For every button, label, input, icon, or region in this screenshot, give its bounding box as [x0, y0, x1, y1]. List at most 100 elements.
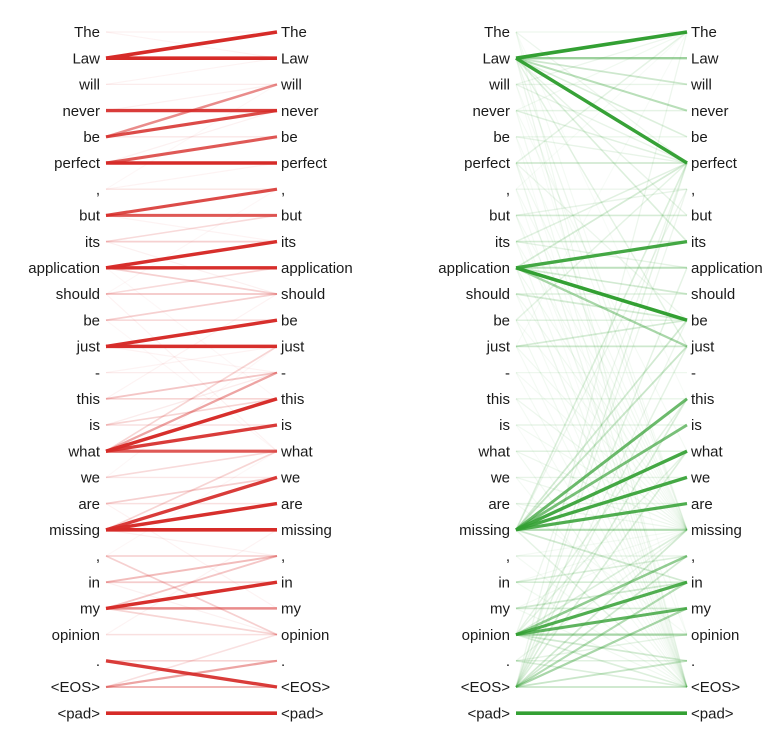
- token-label-left: is: [89, 417, 100, 434]
- token-label-right: will: [280, 77, 302, 94]
- token-label-right: but: [691, 208, 713, 225]
- token-label-right: be: [691, 312, 708, 329]
- attention-edge: [515, 162, 688, 321]
- token-label-left: my: [490, 601, 510, 618]
- token-label-right: just: [690, 339, 715, 356]
- attention-edge: [515, 57, 688, 243]
- attention-edge: [105, 162, 278, 190]
- attention-edge: [515, 30, 688, 60]
- token-label-left: but: [489, 208, 511, 225]
- token-label-left: will: [78, 77, 100, 94]
- attention-edge: [105, 293, 278, 322]
- attention-edge: [515, 450, 688, 636]
- attention-edge: [515, 633, 688, 688]
- token-label-right: <pad>: [281, 705, 324, 722]
- attention-edge: [105, 293, 278, 400]
- token-label-right: opinion: [281, 627, 329, 644]
- token-label-left: but: [79, 208, 101, 225]
- token-label-left: just: [486, 339, 511, 356]
- token-label-left: be: [493, 129, 510, 146]
- token-label-left: in: [498, 574, 510, 591]
- token-label-right: -: [281, 365, 286, 382]
- attention-edge: [515, 372, 688, 531]
- attention-edge: [105, 476, 278, 505]
- attention-edge: [515, 398, 688, 688]
- attention-edge: [515, 84, 688, 531]
- token-label-right: Law: [691, 50, 719, 67]
- attention-edge: [515, 58, 688, 688]
- token-label-left: application: [28, 260, 100, 277]
- attention-edge: [105, 371, 278, 400]
- attention-edge: [515, 529, 688, 557]
- attention-edge: [105, 475, 278, 532]
- attention-edge: [105, 423, 278, 453]
- attention-edge: [515, 239, 688, 270]
- attention-edge: [515, 57, 688, 86]
- attention-edge: [515, 606, 688, 637]
- attention-edge: [105, 659, 278, 689]
- attention-edge: [515, 215, 688, 531]
- attention-edge: [515, 215, 688, 635]
- token-label-left: are: [78, 496, 100, 513]
- token-label-right: are: [691, 496, 713, 513]
- attention-edge: [515, 83, 688, 164]
- attention-edge: [105, 239, 278, 270]
- token-label-left: opinion: [52, 627, 100, 644]
- attention-edge: [105, 371, 278, 453]
- token-label-right: what: [280, 443, 314, 460]
- token-label-left: Law: [72, 50, 100, 67]
- token-label-left: ,: [96, 181, 100, 198]
- attention-edge: [515, 346, 688, 688]
- token-label-right: we: [280, 470, 300, 487]
- attention-edge: [515, 449, 688, 532]
- attention-edge: [515, 162, 688, 688]
- token-label-right: is: [691, 417, 702, 434]
- token-label-right: we: [690, 470, 710, 487]
- attention-edge: [515, 581, 688, 688]
- attention-edge: [105, 371, 278, 426]
- attention-edge: [515, 31, 688, 688]
- token-label-right: what: [690, 443, 724, 460]
- attention-edge: [515, 372, 688, 688]
- attention-edge: [515, 31, 688, 530]
- token-label-right: will: [690, 77, 712, 94]
- token-label-left: my: [80, 601, 100, 618]
- token-label-left: ,: [506, 181, 510, 198]
- token-label-left: just: [76, 339, 101, 356]
- attention-edge: [515, 345, 688, 531]
- token-label-right: in: [281, 574, 293, 591]
- attention-edge: [515, 188, 688, 688]
- token-label-right: The: [691, 24, 717, 41]
- attention-edge: [515, 188, 688, 531]
- token-label-left: Law: [482, 50, 510, 67]
- attention-edge: [515, 293, 688, 322]
- attention-edge: [105, 214, 278, 243]
- token-label-left: never: [472, 103, 510, 120]
- attention-edge: [105, 57, 278, 85]
- attention-edge: [515, 57, 688, 112]
- attention-edge: [105, 345, 278, 452]
- attention-edge: [105, 529, 278, 557]
- token-label-left: in: [88, 574, 100, 591]
- token-label-left: be: [83, 129, 100, 146]
- attention-edge: [515, 31, 688, 164]
- token-label-right: .: [691, 653, 695, 670]
- attention-edge: [105, 555, 278, 584]
- token-label-right: are: [281, 496, 303, 513]
- token-label-right: should: [281, 286, 325, 303]
- token-label-left: -: [505, 365, 510, 382]
- attention-edge: [105, 135, 278, 165]
- token-label-left: will: [488, 77, 510, 94]
- token-label-left: perfect: [464, 155, 511, 172]
- attention-edge: [515, 189, 688, 688]
- token-label-right: <pad>: [691, 705, 734, 722]
- attention-edge: [515, 450, 688, 688]
- attention-edge: [515, 555, 688, 688]
- token-label-right: ,: [691, 548, 695, 565]
- token-label-right: Law: [281, 50, 309, 67]
- attention-edge: [515, 188, 688, 217]
- token-label-right: be: [691, 129, 708, 146]
- token-label-left: is: [499, 417, 510, 434]
- token-label-left: missing: [49, 522, 100, 539]
